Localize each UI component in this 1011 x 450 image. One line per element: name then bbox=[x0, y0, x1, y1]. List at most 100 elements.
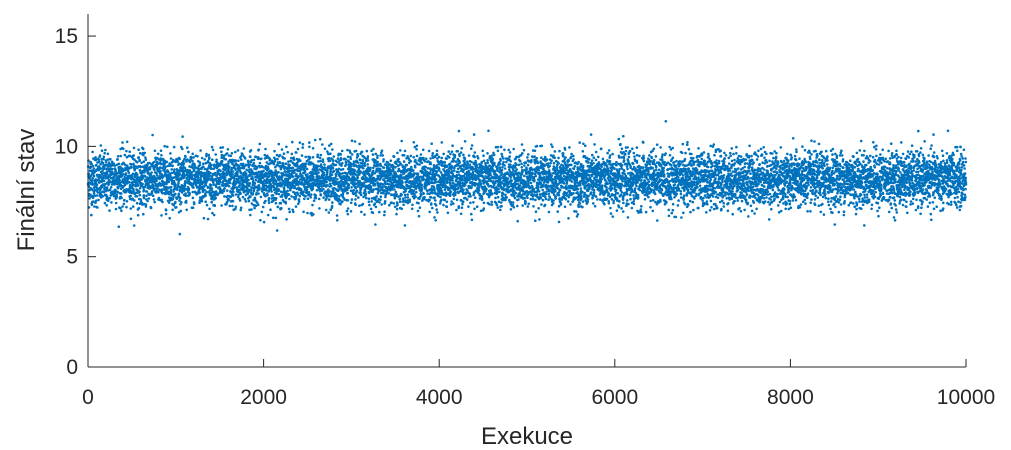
data-point bbox=[144, 158, 148, 161]
data-point bbox=[120, 192, 123, 195]
data-point bbox=[433, 175, 437, 179]
data-point bbox=[353, 140, 357, 143]
data-point bbox=[476, 157, 480, 160]
data-point bbox=[183, 184, 187, 187]
data-point bbox=[327, 157, 331, 160]
data-point bbox=[176, 188, 179, 191]
data-point bbox=[252, 164, 255, 168]
data-point bbox=[451, 144, 454, 147]
data-point bbox=[416, 209, 420, 213]
data-point bbox=[457, 170, 460, 174]
data-point bbox=[518, 191, 521, 195]
data-point bbox=[496, 206, 500, 209]
data-point bbox=[187, 187, 191, 191]
data-point bbox=[371, 153, 375, 156]
data-point bbox=[206, 159, 210, 163]
data-point bbox=[238, 181, 242, 185]
data-point bbox=[378, 201, 381, 204]
data-point bbox=[211, 158, 214, 161]
data-point bbox=[248, 182, 252, 185]
data-point bbox=[203, 167, 207, 171]
data-point bbox=[434, 204, 438, 207]
data-point bbox=[409, 159, 413, 163]
data-point bbox=[106, 158, 110, 161]
data-point bbox=[114, 168, 117, 172]
data-point bbox=[365, 196, 368, 200]
data-point bbox=[492, 153, 496, 157]
data-point bbox=[376, 160, 380, 164]
data-point bbox=[374, 223, 377, 226]
data-point bbox=[250, 208, 253, 211]
data-point bbox=[156, 156, 159, 160]
data-point bbox=[481, 149, 485, 153]
data-point bbox=[400, 139, 404, 143]
data-point bbox=[369, 207, 373, 211]
data-point bbox=[373, 202, 377, 205]
data-point bbox=[233, 184, 237, 187]
data-point bbox=[428, 198, 431, 202]
data-point bbox=[495, 203, 499, 207]
data-point bbox=[499, 208, 502, 212]
data-point bbox=[322, 171, 326, 174]
data-point bbox=[318, 207, 321, 210]
data-point bbox=[231, 172, 234, 176]
data-point bbox=[192, 168, 196, 172]
data-point bbox=[502, 160, 505, 164]
data-point bbox=[359, 170, 363, 173]
data-point bbox=[214, 153, 217, 156]
data-point bbox=[121, 141, 124, 144]
data-point bbox=[349, 157, 353, 161]
data-point bbox=[101, 170, 104, 173]
data-point bbox=[503, 148, 506, 152]
data-point bbox=[171, 164, 174, 168]
data-point bbox=[254, 155, 257, 158]
data-point bbox=[109, 186, 113, 189]
data-point bbox=[274, 201, 278, 205]
data-point bbox=[352, 189, 356, 192]
data-point bbox=[114, 189, 118, 193]
data-point bbox=[336, 160, 339, 164]
data-point bbox=[431, 206, 434, 210]
data-point bbox=[108, 196, 111, 200]
data-point bbox=[142, 212, 145, 216]
data-point bbox=[115, 193, 118, 196]
data-point bbox=[446, 181, 449, 184]
data-point bbox=[274, 169, 278, 172]
data-point bbox=[209, 171, 212, 175]
data-point bbox=[102, 157, 105, 161]
data-point bbox=[512, 206, 516, 209]
data-point bbox=[252, 189, 256, 193]
data-point bbox=[423, 160, 427, 163]
data-point bbox=[210, 163, 213, 167]
data-point bbox=[222, 189, 226, 193]
data-point bbox=[379, 164, 383, 168]
data-point bbox=[214, 196, 217, 200]
data-point bbox=[227, 198, 231, 202]
data-point bbox=[411, 203, 414, 207]
data-point bbox=[257, 192, 260, 195]
data-point bbox=[400, 193, 403, 196]
data-point bbox=[286, 189, 290, 193]
data-point bbox=[317, 197, 321, 201]
data-point bbox=[125, 140, 129, 144]
data-point bbox=[429, 162, 433, 166]
data-point bbox=[388, 203, 391, 207]
data-point bbox=[472, 191, 476, 195]
data-point bbox=[209, 183, 213, 187]
data-point bbox=[405, 163, 409, 167]
data-point bbox=[496, 145, 500, 149]
data-point bbox=[181, 147, 184, 151]
data-point bbox=[250, 159, 254, 162]
data-point bbox=[363, 161, 367, 165]
data-point bbox=[178, 157, 181, 161]
data-point bbox=[443, 198, 447, 202]
data-point bbox=[139, 165, 143, 169]
data-point bbox=[132, 146, 136, 150]
data-point bbox=[289, 188, 292, 192]
data-point bbox=[450, 150, 454, 153]
data-point bbox=[144, 205, 148, 208]
data-point bbox=[273, 158, 277, 161]
data-point bbox=[169, 157, 173, 160]
data-point bbox=[89, 166, 93, 169]
data-point bbox=[200, 199, 204, 203]
